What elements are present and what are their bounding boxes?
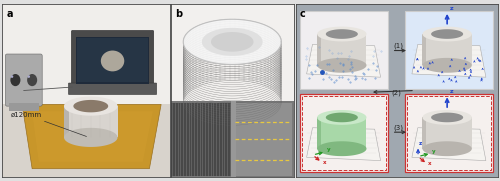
Ellipse shape [27, 74, 37, 86]
Polygon shape [306, 128, 380, 161]
Polygon shape [412, 128, 486, 161]
Text: c: c [300, 9, 306, 19]
Ellipse shape [101, 50, 124, 71]
Bar [422, 34, 426, 65]
FancyBboxPatch shape [68, 83, 156, 94]
Polygon shape [431, 29, 463, 39]
Polygon shape [412, 44, 486, 77]
Polygon shape [326, 113, 358, 122]
Bar [405, 94, 493, 172]
Bar [317, 34, 366, 65]
Polygon shape [326, 29, 358, 39]
Polygon shape [431, 113, 463, 122]
Polygon shape [22, 104, 161, 169]
Bar [422, 34, 472, 65]
Text: y: y [432, 149, 436, 154]
Bar [422, 117, 426, 149]
Bar [300, 10, 388, 89]
Bar [317, 34, 321, 65]
Bar [171, 101, 294, 177]
Polygon shape [32, 111, 153, 162]
FancyBboxPatch shape [6, 54, 42, 106]
Text: ø120mm: ø120mm [10, 111, 86, 136]
Bar [76, 37, 150, 84]
Polygon shape [422, 141, 472, 156]
Text: a: a [7, 9, 14, 19]
Polygon shape [74, 100, 108, 112]
Polygon shape [317, 110, 366, 125]
Bar [317, 117, 366, 149]
Ellipse shape [11, 75, 14, 78]
Bar [422, 117, 472, 149]
Bar [64, 106, 69, 137]
Bar [2, 104, 170, 177]
Polygon shape [184, 19, 281, 64]
Text: y: y [326, 147, 330, 152]
Text: z: z [419, 141, 422, 146]
Bar [171, 4, 294, 101]
Bar [8, 103, 39, 111]
Bar [407, 96, 491, 171]
Polygon shape [317, 58, 366, 73]
Ellipse shape [10, 74, 20, 86]
Bar [300, 94, 388, 172]
Text: (2): (2) [392, 90, 402, 96]
Text: (3): (3) [394, 125, 404, 131]
Bar [234, 103, 292, 176]
Polygon shape [317, 141, 366, 156]
Polygon shape [422, 110, 472, 125]
Text: b: b [174, 9, 182, 19]
Text: x: x [428, 161, 432, 166]
Ellipse shape [28, 75, 30, 78]
Text: x: x [322, 160, 326, 165]
Text: (1): (1) [394, 43, 404, 49]
Bar [171, 103, 232, 176]
FancyBboxPatch shape [72, 31, 154, 88]
Polygon shape [317, 27, 366, 41]
Polygon shape [422, 27, 472, 41]
Polygon shape [64, 128, 118, 147]
Polygon shape [211, 32, 254, 52]
Bar [302, 96, 386, 171]
Polygon shape [422, 58, 472, 73]
Text: z: z [450, 89, 454, 94]
Bar [78, 38, 148, 82]
Bar [231, 101, 236, 177]
Polygon shape [306, 44, 380, 77]
Bar [405, 10, 493, 89]
Bar [2, 4, 170, 104]
Text: z: z [450, 6, 454, 11]
Polygon shape [202, 28, 262, 56]
Polygon shape [64, 97, 118, 116]
Bar [317, 117, 321, 149]
